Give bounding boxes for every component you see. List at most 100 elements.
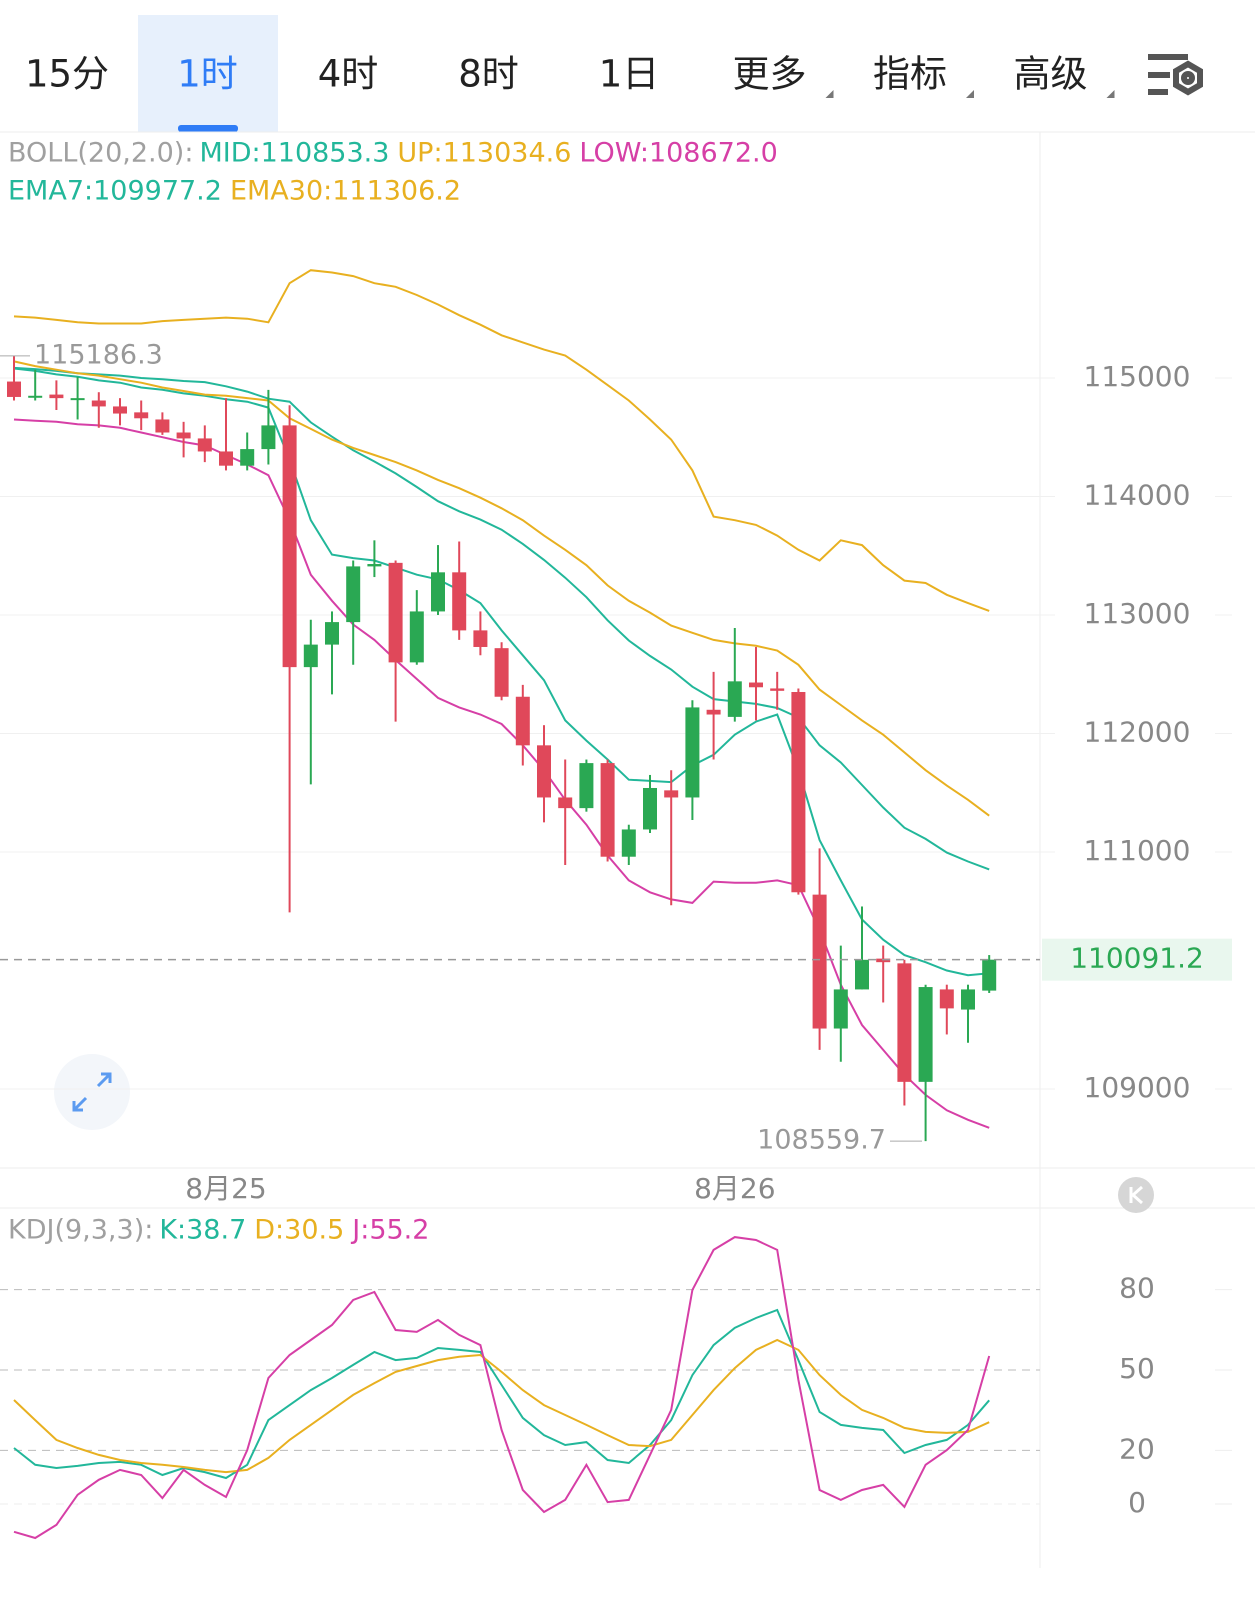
button-bg (54, 1054, 130, 1130)
candle-body (515, 696, 530, 746)
legend-entry: EMA7:109977.2 (8, 176, 222, 207)
tab[interactable]: 1日 (599, 53, 660, 96)
legend-entry: EMA30:111306.2 (230, 176, 461, 207)
y-tick-label: 111000 (1084, 834, 1191, 867)
candle-body (537, 745, 551, 798)
candle-body (113, 406, 127, 414)
candle-body (473, 630, 488, 647)
candle-body (982, 959, 997, 991)
tab[interactable]: 更多 (733, 53, 807, 96)
x-tick-label: 8月25 (185, 1172, 266, 1205)
candle-body (176, 432, 191, 439)
y-tick-label: 20 (1119, 1432, 1155, 1465)
tab[interactable]: 8时 (458, 53, 519, 96)
high-marker: 115186.3 (34, 339, 163, 370)
indicator-line (13, 418, 990, 1129)
dropdown-arrow (966, 90, 974, 98)
candle-body (240, 449, 255, 466)
legend-entry: J:55.2 (350, 1215, 429, 1246)
reset-button[interactable] (1118, 1177, 1154, 1213)
tab[interactable]: 高级 (1014, 53, 1088, 96)
y-tick-label: 113000 (1084, 597, 1191, 630)
candle-body (325, 622, 339, 645)
candle-body (833, 989, 848, 1029)
indicator-line (13, 1308, 990, 1480)
dropdown-arrow (825, 90, 834, 98)
settings-icon[interactable] (1148, 54, 1203, 96)
candle-body (791, 692, 806, 893)
candle-body (219, 451, 233, 466)
candle-body (367, 564, 382, 567)
y-tick-label: 109000 (1084, 1071, 1191, 1104)
candle-body (770, 688, 785, 691)
tab[interactable]: 4时 (318, 53, 379, 96)
candle-body (70, 398, 85, 401)
candle-body (303, 644, 318, 668)
candle-body (727, 681, 742, 717)
candle-body (388, 562, 403, 663)
y-tick-label: 0 (1128, 1486, 1146, 1519)
legend-entry: MID:110853.3 (199, 138, 389, 169)
dropdown-arrow (1106, 90, 1115, 98)
indicator-line (13, 360, 990, 817)
tab[interactable]: 15分 (25, 53, 109, 96)
candle-body (579, 763, 594, 809)
candle-body (600, 763, 615, 857)
last-price-box (1042, 938, 1232, 981)
candle-body (452, 572, 467, 631)
indicator-line (13, 1236, 991, 1540)
tab[interactable]: 指标 (873, 53, 947, 96)
candle-body (685, 707, 700, 798)
y-tick-label: 112000 (1084, 715, 1191, 748)
indicator-line (13, 1338, 990, 1474)
candle-body (664, 790, 679, 798)
candle-body (812, 894, 827, 1029)
candle-body (49, 394, 64, 399)
y-tick-label: 115000 (1084, 360, 1191, 393)
legend-entry: UP:113034.6 (397, 138, 571, 169)
last-price-label: 110091.2 (1070, 942, 1204, 975)
y-tick-label: 80 (1119, 1272, 1155, 1305)
candle-body (409, 611, 424, 663)
candle-body (91, 400, 106, 407)
candle-body (643, 787, 657, 830)
expand-button[interactable] (54, 1054, 130, 1130)
legend-entry: D:30.5 (254, 1215, 344, 1246)
button-bg (1118, 1177, 1154, 1213)
candle-body (431, 572, 445, 612)
indicator-label: BOLL(20,2.0): (8, 138, 193, 169)
indicator-line (13, 269, 990, 612)
legend-entry: K:38.7 (159, 1215, 246, 1246)
candle-body (197, 438, 212, 452)
indicator-label: KDJ(9,3,3): (8, 1215, 153, 1246)
candle-body (939, 989, 954, 1009)
candle-body (897, 963, 912, 1082)
candle-body (855, 959, 869, 990)
reset-icon (1129, 1185, 1143, 1205)
candle-body (918, 987, 933, 1082)
x-tick-label: 8月26 (694, 1172, 775, 1205)
legend-entry: LOW:108672.0 (579, 138, 777, 169)
candle-body (961, 989, 975, 1010)
tab[interactable]: 1时 (177, 53, 238, 96)
icon-hex (1173, 60, 1203, 96)
candle-body (346, 566, 361, 623)
candle-body (134, 412, 149, 419)
candle-body (282, 425, 297, 668)
y-tick-label: 114000 (1084, 478, 1191, 511)
candle-body (494, 648, 509, 697)
candle-body (261, 425, 276, 450)
candle-body (155, 419, 170, 433)
active-tab-bg (138, 15, 278, 132)
candle-body (28, 395, 43, 398)
candle-body (706, 709, 721, 715)
indicator-line (13, 366, 990, 871)
candle-body (621, 829, 636, 857)
candle-body (558, 797, 573, 809)
active-tab-indicator (178, 125, 238, 132)
indicator-line (13, 367, 990, 977)
expand-icon (72, 1072, 112, 1112)
icon-dot (1181, 71, 1195, 85)
